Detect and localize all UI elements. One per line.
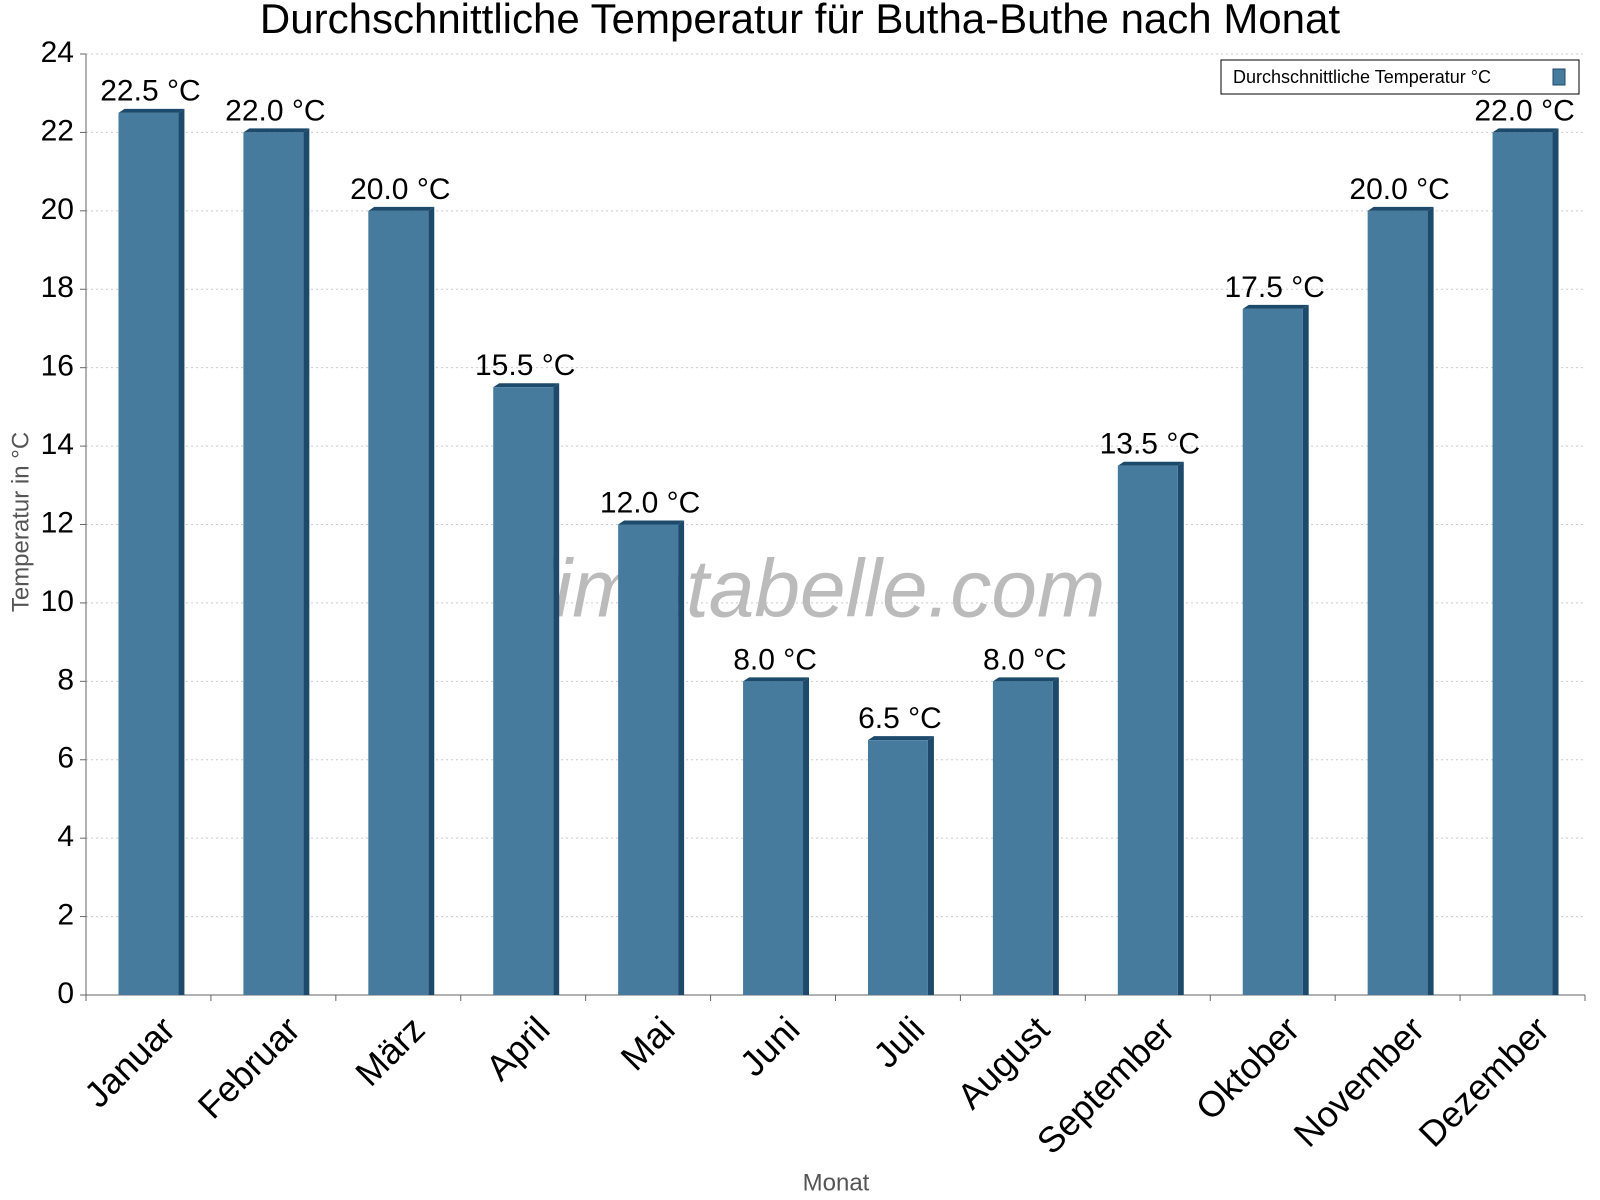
bar-group [1492, 128, 1559, 995]
x-tick-label: Mai [612, 1008, 682, 1078]
bar [867, 740, 928, 995]
x-tick-label: März [347, 1008, 433, 1094]
bar-side [927, 736, 934, 995]
data-label: 15.5 °C [475, 349, 575, 382]
bar-side [1427, 206, 1434, 996]
bar [493, 387, 554, 995]
y-tick-label: 22 [41, 114, 74, 147]
bar-group [618, 520, 685, 995]
y-tick-label: 20 [41, 193, 74, 226]
x-tick-label: Dezember [1411, 1008, 1557, 1154]
legend-swatch [1552, 68, 1566, 86]
x-axis-label: Monat [803, 1169, 870, 1196]
data-label: 22.0 °C [1474, 94, 1574, 127]
y-tick-label: 16 [41, 350, 74, 383]
data-label: 8.0 °C [733, 643, 817, 676]
bar-group [368, 206, 435, 996]
bar-side [1552, 128, 1559, 995]
bar-side [553, 383, 560, 995]
bar [618, 524, 679, 995]
data-label: 22.5 °C [100, 75, 200, 108]
x-tick-label: September [1029, 1008, 1183, 1162]
bar-side [178, 108, 185, 995]
bar-top [1117, 461, 1184, 466]
x-tick-label: April [478, 1008, 558, 1088]
x-tick-label: Juli [865, 1008, 932, 1075]
bar-top [368, 206, 435, 211]
bar-group [1242, 304, 1309, 996]
bar-top [1367, 206, 1434, 211]
bar-side [1177, 461, 1184, 995]
bar [1242, 308, 1303, 996]
y-tick-label: 24 [41, 36, 74, 69]
bar [1117, 465, 1178, 995]
y-tick-label: 8 [57, 663, 74, 696]
y-tick-label: 10 [41, 585, 74, 618]
y-tick-label: 18 [41, 271, 74, 304]
y-tick-label: 14 [41, 428, 74, 461]
bar [118, 112, 179, 995]
bar-side [303, 128, 310, 995]
bar-top [618, 520, 685, 525]
y-tick-label: 0 [57, 977, 74, 1010]
legend-box [1220, 59, 1580, 95]
y-tick-label: 4 [57, 820, 74, 853]
bar-side [1302, 304, 1309, 996]
x-tick-label: November [1286, 1008, 1432, 1154]
bar-group [243, 128, 310, 995]
bar [243, 132, 304, 995]
bar [368, 210, 429, 996]
data-label: 8.0 °C [983, 643, 1067, 676]
bar-group [743, 677, 810, 995]
legend-label: Durchschnittliche Temperatur °C [1233, 67, 1491, 87]
bar-top [992, 677, 1059, 682]
bar [1492, 132, 1553, 995]
bar [1367, 210, 1428, 996]
bar-top [867, 736, 934, 741]
bar [992, 681, 1053, 995]
x-tick-label: Juni [732, 1008, 808, 1084]
bar-side [678, 520, 685, 995]
y-tick-label: 6 [57, 742, 74, 775]
bar-top [118, 108, 185, 113]
data-label: 20.0 °C [350, 173, 450, 206]
x-tick-label: Januar [76, 1008, 183, 1115]
chart-title: Durchschnittliche Temperatur für Butha-B… [260, 0, 1340, 42]
bar-top [1492, 128, 1559, 133]
bar-top [1242, 304, 1309, 309]
bar-side [803, 677, 810, 995]
y-tick-label: 12 [41, 506, 74, 539]
data-label: 20.0 °C [1349, 173, 1449, 206]
data-label: 17.5 °C [1225, 271, 1325, 304]
bar-side [1052, 677, 1059, 995]
y-tick-label: 2 [57, 899, 74, 932]
bar-top [243, 128, 310, 133]
bar-side [428, 206, 435, 996]
bar-group [992, 677, 1059, 995]
bar-group [1117, 461, 1184, 995]
bar-group [493, 383, 560, 995]
x-tick-label: Oktober [1188, 1008, 1308, 1128]
bar-group [118, 108, 185, 995]
y-axis-label: Temperatur in °C [7, 432, 34, 612]
x-tick-label: Februar [190, 1008, 308, 1126]
bar-top [493, 383, 560, 388]
bar [743, 681, 804, 995]
bar-group [1367, 206, 1434, 996]
watermark: klimatabelle.com [495, 544, 1106, 635]
bar-top [743, 677, 810, 682]
bar-group [867, 736, 934, 995]
data-label: 13.5 °C [1100, 428, 1200, 461]
data-label: 6.5 °C [858, 702, 942, 735]
data-label: 12.0 °C [600, 486, 700, 519]
x-tick-label: August [949, 1008, 1057, 1116]
data-label: 22.0 °C [225, 94, 325, 127]
